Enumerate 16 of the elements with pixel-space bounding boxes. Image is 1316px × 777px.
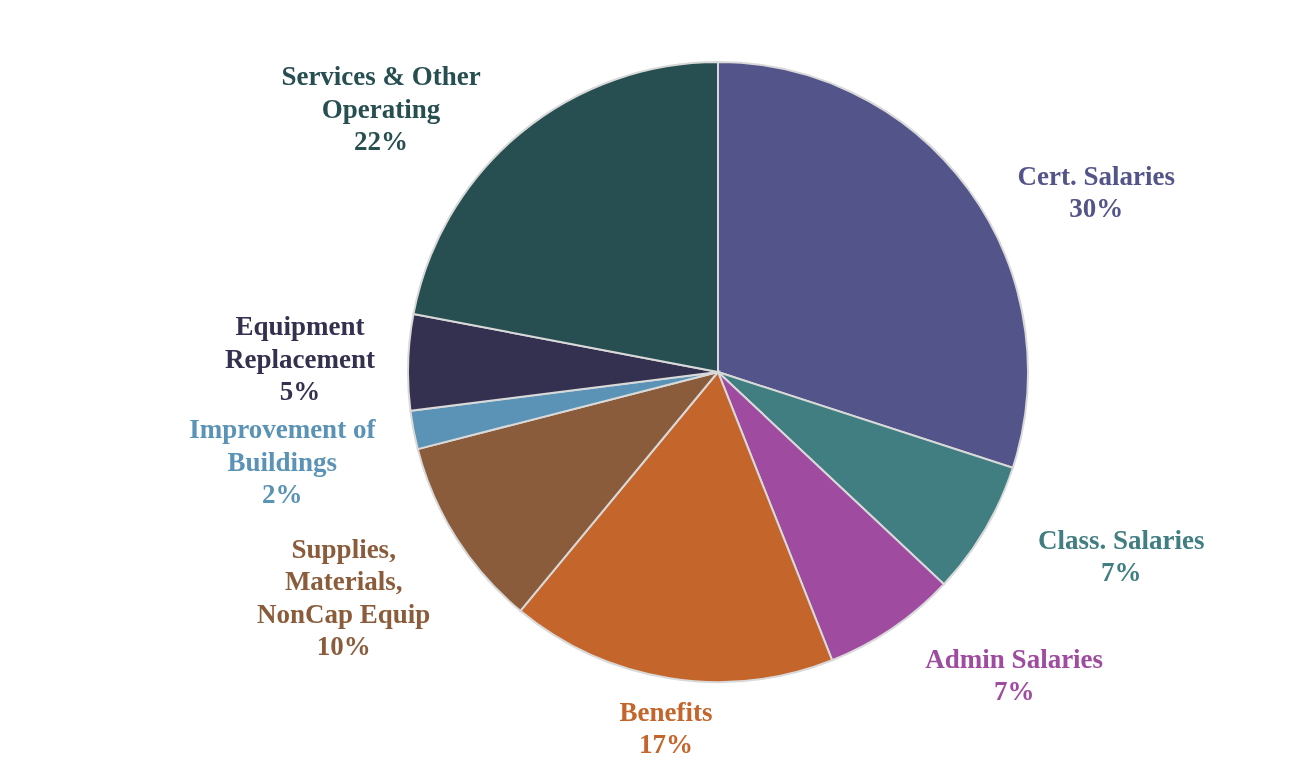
data-label: 7%	[993, 675, 1035, 706]
slice-label: Admin Salaries	[925, 643, 1104, 674]
data-label: 30%	[1069, 193, 1124, 224]
data-label: 22%	[354, 126, 409, 157]
data-label: 7%	[1100, 557, 1142, 588]
slice-label: Improvement of Buildings	[189, 414, 377, 477]
data-label: 5%	[279, 376, 321, 407]
slice-label: Supplies, Materials, NonCap Equip	[257, 533, 431, 629]
slice-label: Cert. Salaries	[1017, 160, 1175, 191]
data-label: 2%	[262, 479, 303, 510]
slice-label: Equipment Replacement	[225, 311, 376, 374]
slice-label: Class. Salaries	[1037, 525, 1205, 555]
slice-label: Benefits	[619, 696, 713, 727]
data-label: 17%	[639, 729, 694, 760]
data-label: 10%	[316, 631, 371, 662]
slice-label: Services & Other Operating	[281, 61, 481, 124]
